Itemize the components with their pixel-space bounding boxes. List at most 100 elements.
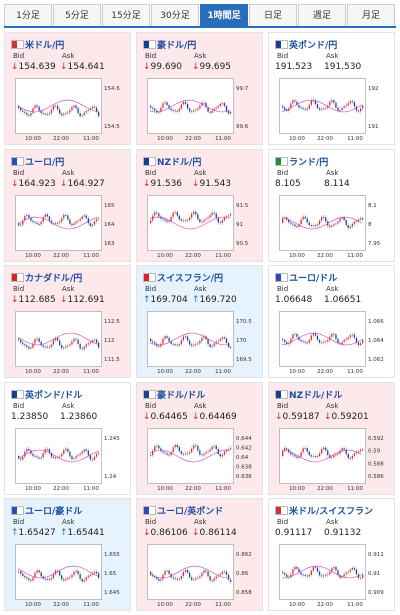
- candle-body: [71, 223, 73, 225]
- y-tick-label: 192: [368, 86, 379, 92]
- candle-body: [158, 345, 160, 347]
- candle-body: [203, 102, 205, 104]
- candle-body: [168, 454, 170, 455]
- candle-body: [176, 211, 178, 216]
- candle-body: [197, 445, 199, 450]
- candle-body: [335, 334, 337, 339]
- mini-chart: 170.5 170 169.5 10:00 22:00 11:00: [147, 311, 252, 375]
- candle-body: [172, 577, 174, 579]
- candle-body: [93, 106, 96, 108]
- ask-value: 1.06651: [324, 295, 361, 305]
- rate-card[interactable]: ユーロ/ドル Bid Ask 1.06648 1.06651 1.066 1.064 1.06…: [268, 265, 395, 378]
- ask-label: Ask: [194, 518, 207, 526]
- candle-body: [178, 108, 180, 112]
- x-tick-label: 11:00: [83, 136, 99, 142]
- rate-card[interactable]: NZドル/円 Bid Ask ↓91.536 ↓91.543 91.5 91 90.5 10:0…: [136, 148, 263, 262]
- pair-name[interactable]: ユーロ/豪ドル: [25, 507, 83, 517]
- y-tick-label: 154.6: [104, 86, 120, 92]
- pair-name[interactable]: NZドル/円: [157, 157, 202, 168]
- candle-body: [345, 572, 347, 575]
- pair-name[interactable]: NZドル/ドル: [289, 390, 343, 401]
- tab[interactable]: 15分足: [102, 4, 150, 26]
- candle-body: [229, 347, 232, 348]
- candle-body: [184, 219, 187, 221]
- candle-body: [296, 333, 298, 337]
- rate-card[interactable]: スイスフラン/円 Bid Ask ↑169.704 ↑169.720 170.5 170 16…: [136, 265, 263, 378]
- x-tick-label: 11:00: [215, 136, 231, 142]
- candle-body: [286, 342, 288, 345]
- pair-name[interactable]: ユーロ/英ポンド: [157, 507, 224, 517]
- pair-name[interactable]: ユーロ/ドル: [289, 274, 338, 284]
- candle-body: [158, 212, 160, 216]
- candle-body: [176, 444, 178, 447]
- pair-name[interactable]: カナダドル/円: [25, 274, 83, 284]
- candle-body: [308, 451, 310, 455]
- rate-card[interactable]: 米ドル/スイスフラン Bid Ask 0.91117 0.91132 0.911 0.91 0…: [268, 498, 395, 611]
- candle-body: [201, 221, 203, 222]
- candle-body: [221, 337, 224, 339]
- candle-body: [156, 445, 158, 446]
- candle-body: [325, 216, 327, 221]
- tab[interactable]: 1分足: [4, 4, 52, 26]
- x-tick-label: 10:00: [157, 369, 173, 375]
- candle-body: [50, 577, 53, 580]
- ask-value: 8.114: [324, 179, 350, 189]
- candle-body: [180, 450, 183, 454]
- ask-number: 164.927: [67, 178, 105, 189]
- rate-card[interactable]: 米ドル/円 Bid Ask ↓154.639 ↓154.641 154.6 154.5 10:…: [4, 32, 131, 145]
- rate-card[interactable]: ユーロ/英ポンド Bid Ask ↓0.86106 ↓0.86114 0.862 0.86 0…: [136, 498, 263, 611]
- tab[interactable]: 1時間足: [200, 4, 248, 26]
- candle-body: [20, 339, 22, 343]
- candle-body: [337, 107, 339, 111]
- candle-body: [199, 576, 201, 578]
- pair-name[interactable]: 英ポンド/ドル: [25, 390, 83, 401]
- candle-body: [97, 452, 100, 454]
- pair-name[interactable]: 米ドル/スイスフラン: [289, 507, 374, 517]
- pair-name[interactable]: 豪ドル/円: [157, 41, 197, 51]
- candle-body: [172, 212, 174, 217]
- tab[interactable]: 30分足: [151, 4, 199, 26]
- y-tick-label: 111.5: [104, 357, 120, 363]
- rate-card[interactable]: ユーロ/円 Bid Ask ↓164.923 ↓164.927 165 164 163 10:0…: [4, 148, 131, 262]
- tab[interactable]: 日足: [249, 4, 297, 26]
- tab[interactable]: 月足: [347, 4, 395, 26]
- rate-card[interactable]: 豪ドル/ドル Bid Ask ↓0.64465 ↓0.64469 0.644 0.642 0.…: [136, 381, 263, 495]
- moving-average: [17, 216, 98, 229]
- pair-name[interactable]: 米ドル/円: [25, 41, 65, 51]
- rate-card[interactable]: ランド/円 Bid Ask 8.105 8.114 8.1 8 7.95 10:00 22:00 1…: [268, 148, 395, 262]
- pair-name[interactable]: スイスフラン/円: [157, 274, 224, 284]
- rate-card[interactable]: カナダドル/円 Bid Ask ↓112.685 ↓112.691 112.5 112 111…: [4, 265, 131, 378]
- pair-name[interactable]: ユーロ/円: [25, 157, 65, 168]
- candle-body: [156, 577, 158, 579]
- chart-frame: [15, 194, 102, 251]
- trend-arrow: ↓: [324, 411, 332, 422]
- candle-body: [294, 333, 296, 335]
- candle-body: [18, 222, 20, 225]
- candle-body: [30, 449, 32, 454]
- candle-body: [28, 214, 30, 218]
- candle-body: [349, 101, 351, 104]
- tab[interactable]: 週足: [298, 4, 346, 26]
- candle-body: [164, 336, 166, 339]
- x-tick-label: 11:00: [83, 253, 99, 259]
- pair-name[interactable]: ランド/円: [289, 157, 329, 168]
- y-tick-label: 0.638: [236, 464, 252, 470]
- candle-body: [225, 215, 228, 218]
- rate-card[interactable]: 英ポンド/ドル Bid Ask 1.23850 1.23860 1.245 1.24 10:0…: [4, 381, 131, 495]
- rate-card[interactable]: 英ポンド/円 Bid Ask 191.523 191.530 192 191 10:00 22:…: [268, 32, 395, 145]
- rate-card[interactable]: 豪ドル/円 Bid Ask ↓99.690 ↓99.695 99.7 99.6 10:00 22…: [136, 32, 263, 145]
- pair-name[interactable]: 豪ドル/ドル: [157, 390, 206, 401]
- x-tick-label: 10:00: [289, 602, 305, 608]
- tab[interactable]: 5分足: [53, 4, 101, 26]
- x-tick-label: 11:00: [83, 602, 99, 608]
- pair-name[interactable]: 英ポンド/円: [289, 41, 338, 51]
- ask-label: Ask: [194, 168, 207, 177]
- rate-card[interactable]: ユーロ/豪ドル Bid Ask ↑1.65427 ↑1.65441 1.655 1.65 1.…: [4, 498, 131, 611]
- rate-card[interactable]: NZドル/ドル Bid Ask ↓0.59187 ↓0.59201 0.592 0.59 0.…: [268, 381, 395, 495]
- candle-body: [42, 113, 44, 114]
- trend-arrow: ↓: [143, 62, 151, 72]
- candle-body: [81, 348, 83, 350]
- candle-body: [71, 575, 73, 578]
- candle-body: [333, 100, 335, 103]
- candle-body: [59, 455, 61, 457]
